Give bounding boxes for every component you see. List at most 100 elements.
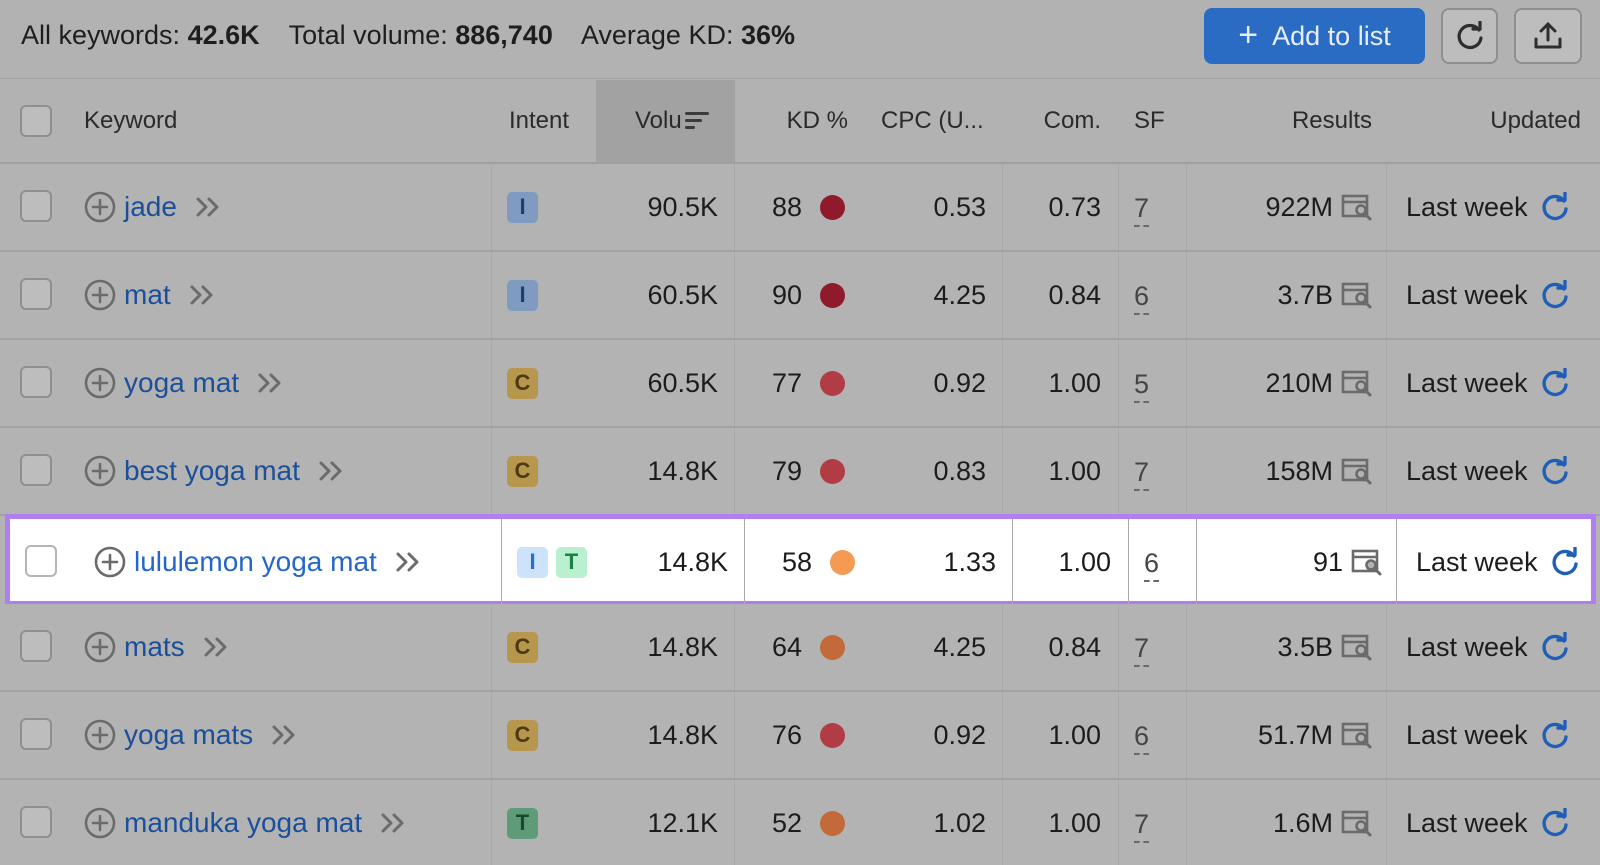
intent-badge: I — [507, 191, 538, 223]
serp-preview-icon[interactable] — [1341, 281, 1373, 309]
add-keyword-icon[interactable] — [84, 807, 116, 839]
volume-value: 14.8K — [647, 631, 718, 662]
keyword-link[interactable]: manduka yoga mat — [124, 807, 363, 838]
serp-preview-icon[interactable] — [1341, 633, 1373, 661]
row-checkbox[interactable] — [20, 454, 52, 486]
refresh-row-icon[interactable] — [1540, 192, 1570, 222]
keyword-cell: yoga mats — [84, 692, 297, 778]
column-cpc[interactable]: CPC (U... — [881, 107, 984, 134]
row-checkbox[interactable] — [20, 718, 52, 750]
serp-features-count[interactable]: 6 — [1134, 283, 1150, 315]
kd-difficulty-dot — [820, 194, 846, 220]
keyword-cell: mat — [84, 252, 215, 338]
refresh-row-icon[interactable] — [1540, 280, 1570, 310]
serp-features-cell: 6 — [1134, 692, 1150, 778]
add-keyword-icon[interactable] — [94, 546, 126, 578]
serp-preview-icon[interactable] — [1341, 193, 1373, 221]
kd-value: 79 — [772, 455, 803, 486]
table-row: manduka yoga mat T 12.1K 52 1.02 1.00 7 … — [0, 780, 1600, 865]
refresh-row-icon[interactable] — [1540, 808, 1570, 838]
kd-value: 90 — [772, 279, 803, 310]
row-checkbox[interactable] — [20, 190, 52, 222]
serp-features-count[interactable]: 7 — [1134, 195, 1150, 227]
serp-features-count[interactable]: 7 — [1134, 811, 1150, 843]
row-checkbox[interactable] — [25, 545, 57, 577]
double-chevron-right-icon[interactable] — [203, 636, 229, 658]
intent-badge: C — [507, 367, 538, 399]
double-chevron-right-icon[interactable] — [195, 196, 221, 218]
add-keyword-icon[interactable] — [84, 367, 116, 399]
double-chevron-right-icon[interactable] — [395, 551, 421, 573]
serp-preview-icon[interactable] — [1341, 721, 1373, 749]
column-kd[interactable]: KD % — [786, 107, 848, 134]
refresh-button[interactable] — [1441, 8, 1498, 64]
table-row: mat I 60.5K 90 4.25 0.84 6 3.7B — [0, 252, 1600, 340]
plus-icon: + — [1238, 15, 1259, 54]
double-chevron-right-icon[interactable] — [257, 372, 283, 394]
export-icon — [1534, 22, 1562, 49]
column-divider — [1118, 604, 1119, 690]
results-cell: 1.6M — [1190, 780, 1373, 865]
column-results[interactable]: Results — [1291, 107, 1372, 134]
serp-features-count[interactable]: 5 — [1134, 371, 1150, 403]
updated-cell: Last week — [1406, 692, 1570, 778]
competition-value: 1.00 — [1048, 807, 1101, 838]
row-checkbox[interactable] — [20, 806, 52, 838]
row-checkbox[interactable] — [20, 278, 52, 310]
select-all-checkbox[interactable] — [20, 105, 52, 137]
row-checkbox[interactable] — [20, 630, 52, 662]
volume-value: 14.8K — [647, 719, 718, 750]
column-intent[interactable]: Intent — [509, 107, 570, 134]
double-chevron-right-icon[interactable] — [318, 460, 344, 482]
refresh-row-icon[interactable] — [1540, 456, 1570, 486]
column-divider — [1186, 692, 1187, 778]
add-to-list-button[interactable]: + Add to list — [1204, 8, 1425, 64]
add-keyword-icon[interactable] — [84, 719, 116, 751]
serp-preview-icon[interactable] — [1341, 457, 1373, 485]
keyword-link[interactable]: yoga mats — [124, 719, 254, 750]
column-divider — [1386, 252, 1387, 338]
column-divider — [1118, 428, 1119, 514]
serp-features-cell: 6 — [1144, 519, 1160, 605]
keyword-link[interactable]: lululemon yoga mat — [134, 546, 377, 577]
column-divider — [1386, 428, 1387, 514]
serp-preview-icon[interactable] — [1341, 809, 1373, 837]
keyword-link[interactable]: yoga mat — [124, 367, 240, 398]
add-keyword-icon[interactable] — [84, 279, 116, 311]
average-kd-stat: Average KD: 36% — [580, 20, 796, 50]
serp-features-count[interactable]: 6 — [1134, 723, 1150, 755]
keyword-link[interactable]: jade — [124, 191, 177, 222]
serp-features-count[interactable]: 6 — [1144, 550, 1160, 582]
refresh-row-icon[interactable] — [1550, 547, 1580, 577]
column-divider — [1002, 692, 1003, 778]
refresh-row-icon[interactable] — [1540, 368, 1570, 398]
kd-difficulty-dot — [820, 810, 846, 836]
intent-cell: I — [507, 164, 546, 250]
column-volume[interactable]: Volu — [596, 80, 735, 162]
add-keyword-icon[interactable] — [84, 455, 116, 487]
refresh-row-icon[interactable] — [1540, 632, 1570, 662]
add-keyword-icon[interactable] — [84, 631, 116, 663]
column-updated[interactable]: Updated — [1490, 107, 1581, 134]
column-serp-features[interactable]: SF — [1134, 107, 1165, 134]
double-chevron-right-icon[interactable] — [380, 812, 406, 834]
double-chevron-right-icon[interactable] — [189, 284, 215, 306]
column-competition[interactable]: Com. — [1043, 107, 1101, 134]
serp-features-count[interactable]: 7 — [1134, 459, 1150, 491]
add-keyword-icon[interactable] — [84, 191, 116, 223]
keyword-link[interactable]: mats — [124, 631, 185, 662]
column-keyword[interactable]: Keyword — [84, 107, 178, 134]
serp-preview-icon[interactable] — [1351, 548, 1383, 576]
double-chevron-right-icon[interactable] — [271, 724, 297, 746]
serp-features-count[interactable]: 7 — [1134, 635, 1150, 667]
keyword-link[interactable]: best yoga mat — [124, 455, 300, 486]
competition-value: 1.00 — [1048, 455, 1101, 486]
serp-preview-icon[interactable] — [1341, 369, 1373, 397]
competition-value: 0.73 — [1048, 191, 1101, 222]
column-divider — [1386, 692, 1387, 778]
row-checkbox[interactable] — [20, 366, 52, 398]
export-button[interactable] — [1514, 8, 1582, 64]
refresh-row-icon[interactable] — [1540, 720, 1570, 750]
results-cell: 158M — [1190, 428, 1373, 514]
keyword-link[interactable]: mat — [124, 279, 171, 310]
